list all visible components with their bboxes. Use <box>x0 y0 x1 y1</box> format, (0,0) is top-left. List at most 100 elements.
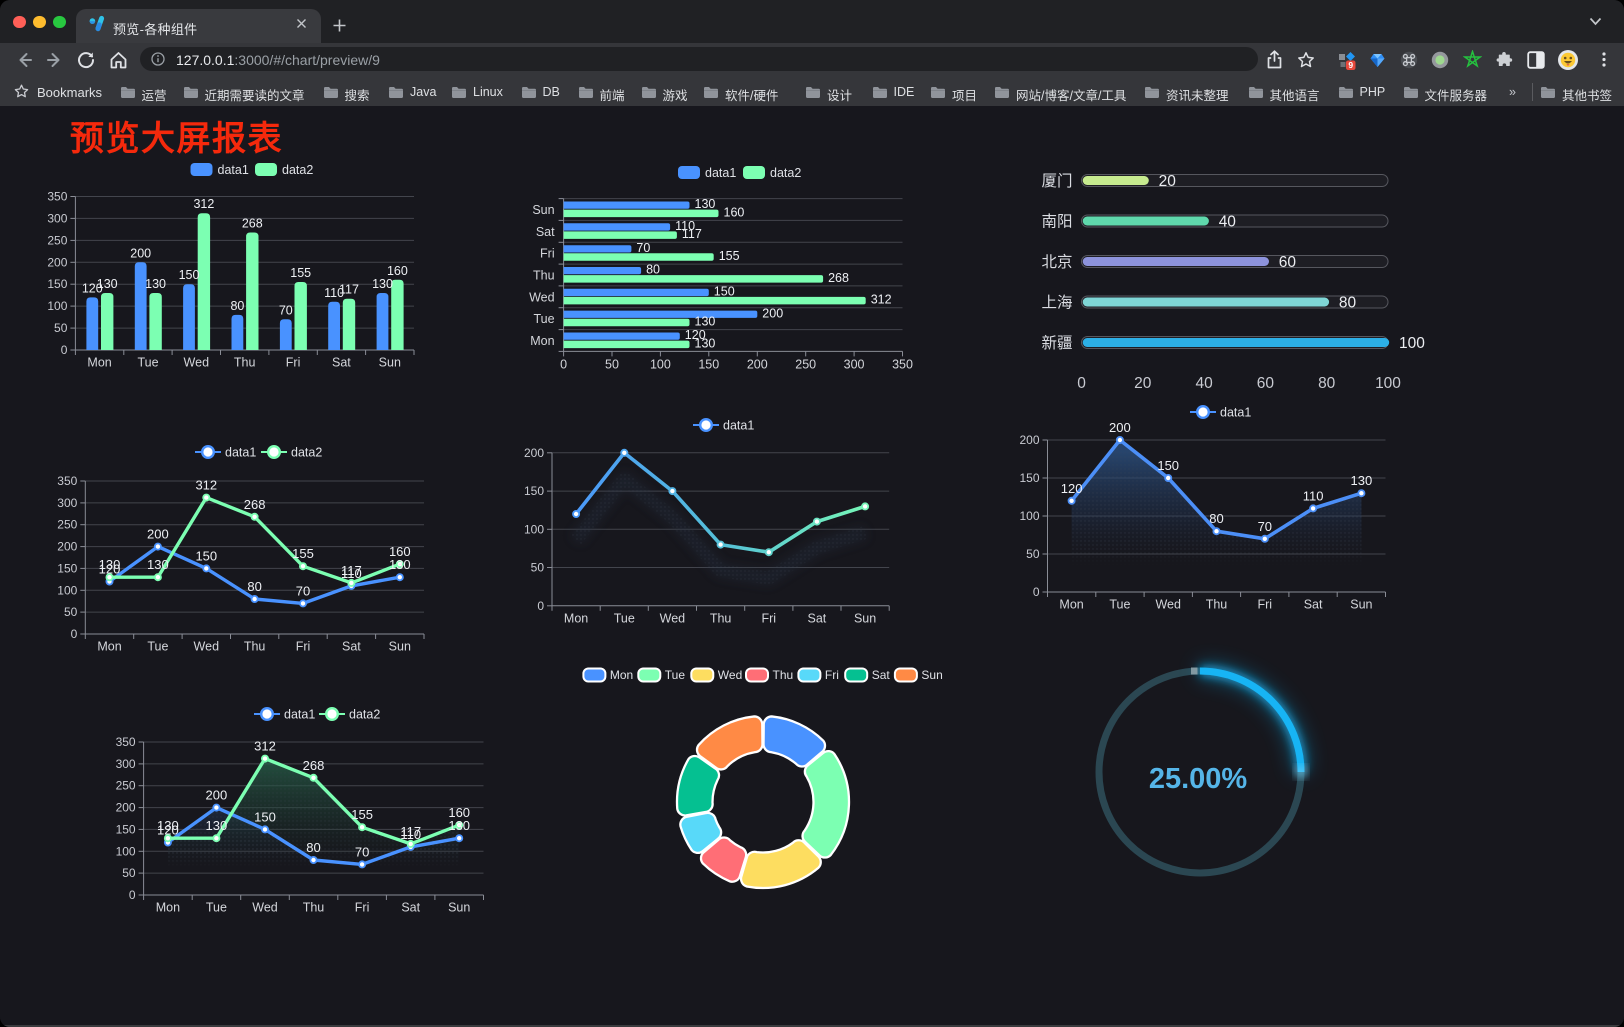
svg-text:70: 70 <box>279 303 293 317</box>
svg-text:130: 130 <box>97 277 118 291</box>
svg-text:40: 40 <box>1195 375 1213 392</box>
svg-text:Mon: Mon <box>156 901 180 915</box>
svg-text:150: 150 <box>179 268 200 282</box>
svg-text:Thu: Thu <box>710 611 732 625</box>
svg-text:200: 200 <box>130 246 151 260</box>
svg-text:110: 110 <box>324 286 344 300</box>
svg-text:北京: 北京 <box>1041 253 1072 271</box>
svg-text:250: 250 <box>795 357 816 371</box>
svg-text:data2: data2 <box>770 166 801 180</box>
svg-text:Mon: Mon <box>97 640 121 654</box>
svg-text:70: 70 <box>636 241 650 255</box>
svg-text:Tue: Tue <box>665 668 686 682</box>
svg-text:Thu: Thu <box>244 640 266 654</box>
svg-text:Wed: Wed <box>660 611 686 625</box>
svg-text:40: 40 <box>1219 214 1237 231</box>
svg-text:Sun: Sun <box>921 668 942 682</box>
svg-text:350: 350 <box>47 190 67 204</box>
svg-text:130: 130 <box>695 315 716 329</box>
svg-text:Sun: Sun <box>1350 598 1372 612</box>
svg-text:Wed: Wed <box>194 640 220 654</box>
svg-text:130: 130 <box>145 277 166 291</box>
svg-text:110: 110 <box>400 827 421 842</box>
svg-text:200: 200 <box>116 801 136 815</box>
svg-text:50: 50 <box>1026 547 1040 561</box>
svg-text:150: 150 <box>1157 458 1179 473</box>
svg-text:200: 200 <box>47 255 67 269</box>
svg-text:120: 120 <box>157 823 179 838</box>
svg-text:Thu: Thu <box>303 901 325 915</box>
svg-text:80: 80 <box>306 840 320 855</box>
svg-text:Wed: Wed <box>252 901 278 915</box>
svg-text:80: 80 <box>1339 295 1357 312</box>
svg-text:50: 50 <box>64 605 78 619</box>
svg-text:110: 110 <box>675 219 695 233</box>
svg-text:0: 0 <box>537 599 544 613</box>
svg-text:0: 0 <box>1077 375 1086 392</box>
svg-text:130: 130 <box>695 336 716 350</box>
svg-text:上海: 上海 <box>1041 294 1072 312</box>
svg-text:70: 70 <box>1258 519 1272 534</box>
svg-text:70: 70 <box>296 583 310 598</box>
svg-text:130: 130 <box>157 818 179 833</box>
svg-text:厦门: 厦门 <box>1041 172 1072 190</box>
svg-text:Sat: Sat <box>401 901 420 915</box>
svg-text:data2: data2 <box>282 163 313 177</box>
svg-text:150: 150 <box>524 484 544 498</box>
svg-text:300: 300 <box>844 357 865 371</box>
svg-text:data1: data1 <box>218 163 249 177</box>
svg-text:200: 200 <box>57 540 77 554</box>
svg-text:200: 200 <box>524 446 544 460</box>
svg-text:Fri: Fri <box>540 247 555 261</box>
svg-text:80: 80 <box>247 579 261 594</box>
svg-text:Fri: Fri <box>825 668 839 682</box>
svg-text:70: 70 <box>355 844 369 859</box>
svg-text:0: 0 <box>71 627 78 641</box>
svg-text:312: 312 <box>195 478 217 493</box>
svg-text:0: 0 <box>61 343 68 357</box>
svg-text:Wed: Wed <box>184 356 210 370</box>
svg-text:Tue: Tue <box>206 901 227 915</box>
svg-text:250: 250 <box>57 518 77 532</box>
svg-text:200: 200 <box>747 357 768 371</box>
svg-text:300: 300 <box>57 496 77 510</box>
svg-text:100: 100 <box>47 299 67 313</box>
svg-text:Sat: Sat <box>872 668 891 682</box>
svg-text:data1: data1 <box>723 419 754 433</box>
svg-text:Sat: Sat <box>808 611 827 625</box>
svg-text:Mon: Mon <box>530 334 554 348</box>
svg-text:data1: data1 <box>284 708 315 722</box>
svg-text:80: 80 <box>230 299 244 313</box>
svg-text:0: 0 <box>560 357 567 371</box>
svg-text:200: 200 <box>206 788 228 803</box>
svg-text:新疆: 新疆 <box>1041 334 1072 352</box>
svg-text:50: 50 <box>54 321 68 335</box>
svg-text:130: 130 <box>372 277 393 291</box>
svg-text:Fri: Fri <box>1258 598 1273 612</box>
svg-text:80: 80 <box>646 263 660 277</box>
svg-text:100: 100 <box>650 357 671 371</box>
svg-text:120: 120 <box>1061 481 1083 496</box>
svg-text:Mon: Mon <box>564 611 588 625</box>
svg-text:155: 155 <box>290 266 311 280</box>
svg-text:130: 130 <box>1351 473 1373 488</box>
svg-text:130: 130 <box>206 818 228 833</box>
svg-text:Fri: Fri <box>286 356 301 370</box>
svg-text:60: 60 <box>1257 375 1275 392</box>
svg-text:150: 150 <box>714 285 735 299</box>
svg-text:Sat: Sat <box>1304 598 1323 612</box>
svg-text:150: 150 <box>698 357 719 371</box>
svg-text:Wed: Wed <box>718 668 742 682</box>
svg-text:160: 160 <box>387 264 408 278</box>
svg-text:Thu: Thu <box>533 269 555 283</box>
svg-text:350: 350 <box>57 474 77 488</box>
svg-text:Thu: Thu <box>1206 598 1228 612</box>
svg-text:268: 268 <box>828 271 849 285</box>
svg-text:80: 80 <box>1209 511 1223 526</box>
svg-text:120: 120 <box>82 281 103 295</box>
svg-text:50: 50 <box>605 357 619 371</box>
svg-text:250: 250 <box>116 779 136 793</box>
svg-text:data2: data2 <box>291 446 322 460</box>
svg-text:250: 250 <box>47 233 67 247</box>
svg-text:Fri: Fri <box>762 611 777 625</box>
